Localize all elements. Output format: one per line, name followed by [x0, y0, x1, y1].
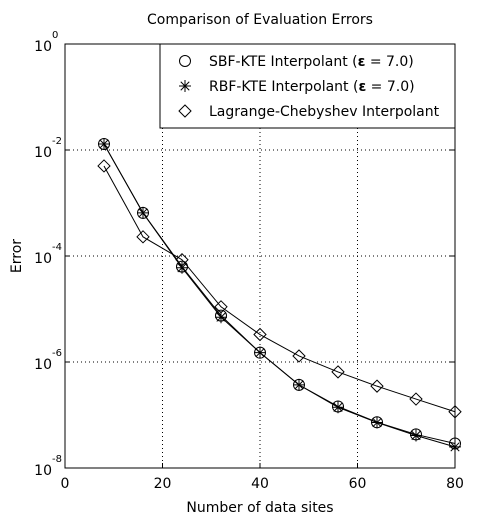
y-tick-exponent: -6	[52, 348, 62, 359]
legend: SBF-KTE Interpolant (ε = 7.0) RBF-KTE Int…	[159, 43, 456, 129]
y-tick-label: 10	[34, 357, 52, 373]
series-2-star-marker	[176, 261, 188, 274]
y-tick-label: 10	[34, 145, 52, 161]
legend-label-series-1: SBF-KTE Interpolant (ε = 7.0)	[209, 54, 414, 70]
series-2-star-marker	[98, 137, 110, 150]
x-tick-label: 80	[446, 476, 464, 492]
series-3-diamond-marker	[370, 379, 384, 393]
y-tick-label: 10	[34, 463, 52, 479]
x-axis-label: Number of data sites	[186, 500, 333, 516]
y-tick-exponent: -2	[52, 136, 62, 147]
legend-box	[159, 43, 456, 129]
x-tick-label: 40	[251, 476, 269, 492]
series-3-diamond-marker	[253, 327, 267, 342]
series-layer	[97, 137, 462, 453]
chart-title: Comparison of Evaluation Errors	[147, 12, 373, 28]
legend-label-series-3: Lagrange-Chebyshev Interpolant	[209, 104, 440, 120]
legend-label-series-2: RBF-KTE Interpolant (ε = 7.0)	[209, 79, 415, 95]
series-3-diamond-marker	[292, 349, 306, 363]
x-tick-label: 60	[349, 476, 367, 492]
series-2-star-marker	[371, 416, 383, 429]
y-axis-label: Error	[9, 239, 25, 273]
series-2-star-marker	[332, 401, 344, 414]
series-3-diamond-marker	[331, 365, 345, 379]
legend-circle-marker	[179, 55, 191, 67]
y-tick-exponent: -8	[52, 454, 62, 465]
series-2-star-marker	[410, 429, 422, 442]
series-2-star-marker	[137, 206, 149, 219]
series-2-star-marker	[293, 378, 305, 391]
grid	[65, 44, 455, 468]
series-3-diamond-marker	[175, 253, 189, 267]
x-tick-label: 0	[61, 476, 70, 492]
y-tick-exponent: 0	[52, 30, 58, 41]
series-2-star-marker	[254, 346, 266, 359]
y-tick-label: 10	[34, 39, 52, 55]
legend-diamond-marker	[178, 104, 192, 118]
legend-star-marker	[179, 80, 191, 92]
series-3-diamond-marker	[97, 159, 111, 173]
series-2-star-marker	[215, 311, 227, 324]
series-3-diamond-marker	[214, 300, 228, 314]
series-2-line	[103, 143, 456, 448]
series-3-diamond-marker	[136, 230, 150, 244]
x-tick-label: 20	[154, 476, 172, 492]
series-3-line	[103, 165, 456, 413]
y-tick-label: 10	[34, 251, 52, 267]
series-3-diamond-marker	[409, 392, 423, 406]
y-tick-exponent: -4	[52, 242, 62, 253]
